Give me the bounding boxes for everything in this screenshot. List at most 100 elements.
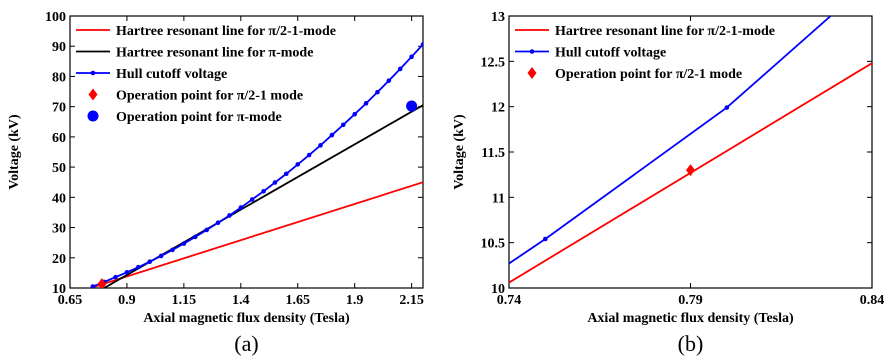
operation-point [686,164,695,177]
x-axis-label: Axial magnetic flux density (Tesla) [587,311,794,326]
legend-entry: Operation point for π/2-1 mode [88,88,303,104]
axes-frame [69,15,424,289]
legend-marker [527,67,537,79]
series-1 [509,16,832,265]
legend-entry: Hartree resonant line for π/2-1-mode [515,24,775,39]
x-axis-label: Axial magnetic flux density (Tesla) [143,311,350,326]
x-tick-label: 1.4 [232,293,250,308]
data-point [147,259,153,265]
operation-point [406,100,418,112]
y-tick-label: 10.5 [481,237,506,252]
y-axis-label: Voltage (kV) [7,114,22,190]
series-0 [90,181,423,288]
y-tick-label: 90 [52,40,66,55]
panel-caption: (b) [678,331,704,356]
x-tick-label: 0.65 [58,293,83,308]
data-point [136,264,141,270]
data-point [363,101,369,106]
legend-label: Hull cutoff voltage [555,46,666,61]
y-tick-label: 20 [52,252,66,267]
data-point [227,213,232,218]
data-point [295,162,301,167]
y-tick-label: 60 [52,131,66,146]
panel-b: 0.74 0.79 0.84 10 10.5 11 11.5 12 12.5 13 Axial ma… [452,10,884,356]
legend-entry: Hartree resonant line for π-mode [76,46,313,61]
data-point [113,274,118,280]
data-point [340,122,346,128]
legend-marker [529,49,535,54]
data-point [318,143,323,148]
legend-label: Operation point for π/2-1 mode [116,89,303,104]
y-tick-label: 100 [45,10,66,25]
legend: Hartree resonant line for π/2-1-mode Hart… [76,24,336,125]
series-2 [90,42,423,288]
data-point [238,205,244,210]
data-point [170,247,175,253]
x-tick-label: 1.65 [285,293,310,308]
x-tick-label: 1.15 [172,293,197,308]
panel-a: 0.65 0.9 1.15 1.4 1.65 1.9 2.15 10 20 30 40 50 60 70 8… [7,10,424,356]
y-tick-label: 12 [491,101,505,116]
y-tick-label: 10 [491,282,505,297]
series-2 [686,164,695,177]
y-axis-label: Voltage (kV) [452,114,467,190]
data-point [386,78,392,83]
y-tick-label: 70 [52,101,66,116]
legend-label: Hartree resonant line for π/2-1-mode [555,24,775,39]
data-point [352,111,357,117]
series-4 [406,100,418,112]
data-point [249,197,255,202]
data-point [724,105,730,110]
data-point [204,227,209,233]
plot-area [90,42,423,288]
y-tick-label: 40 [52,191,66,206]
x-tick-label: 0.9 [118,293,136,308]
series-line [90,181,423,288]
data-point [181,241,187,246]
y-tick-label: 80 [52,70,66,85]
data-point [261,188,266,194]
data-point [272,180,278,185]
data-point [306,152,312,158]
y-tick-label: 13 [491,10,505,25]
data-point [158,253,164,259]
y-tick-label: 30 [52,222,66,237]
legend-entry: Operation point for π-mode [87,110,282,125]
legend-entry: Hartree resonant line for π/2-1-mode [76,24,336,39]
legend-entry: Hull cutoff voltage [515,46,666,61]
y-tick-label: 50 [52,161,66,176]
data-point [543,236,548,242]
data-point [420,42,423,47]
y-tick-label: 10 [52,282,66,297]
data-point [192,234,198,240]
data-point [397,66,403,72]
series-line [509,16,832,265]
x-tick-label: 0.74 [497,293,522,308]
x-tick-label: 2.15 [399,293,424,308]
y-tick-label: 12.5 [481,55,506,70]
legend-label: Operation point for π/2-1 mode [555,67,742,82]
data-point [409,54,414,60]
legend-entry: Operation point for π/2-1 mode [527,67,742,82]
x-tick-label: 1.9 [346,293,364,308]
data-point [124,269,130,275]
legend-label: Operation point for π-mode [116,110,282,125]
x-tick-label: 0.84 [860,293,885,308]
legend-entry: Hull cutoff voltage [76,67,227,82]
panel-caption: (a) [234,331,258,356]
x-tick-label: 0.79 [678,293,703,308]
legend-label: Hull cutoff voltage [116,67,227,82]
legend-marker [90,70,96,76]
legend-label: Hartree resonant line for π-mode [116,46,313,61]
legend: Hartree resonant line for π/2-1-mode Hull… [515,24,775,82]
data-point [215,220,221,226]
data-point [284,171,289,177]
plot-area [509,16,872,284]
series-3 [97,278,107,288]
data-point [375,89,380,95]
y-tick-label: 11.5 [481,146,505,161]
y-tick-label: 11 [492,191,505,206]
data-point [90,284,96,288]
legend-label: Hartree resonant line for π/2-1-mode [116,24,336,39]
